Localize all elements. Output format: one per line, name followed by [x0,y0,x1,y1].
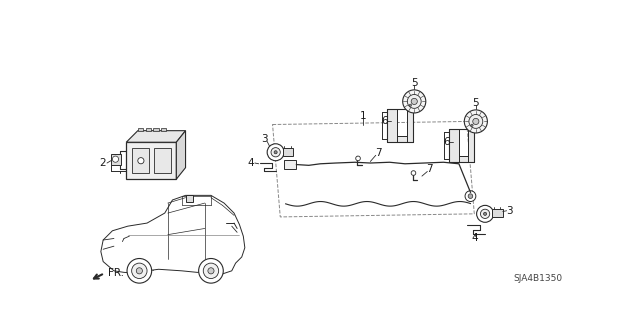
Circle shape [132,263,147,278]
Circle shape [204,263,219,278]
Text: 4: 4 [472,234,478,243]
Circle shape [356,156,360,161]
Circle shape [477,205,493,222]
Circle shape [484,212,486,215]
Circle shape [271,148,280,157]
Circle shape [198,258,223,283]
Text: 5: 5 [472,98,479,108]
Text: 7: 7 [375,148,381,158]
Polygon shape [406,109,413,142]
Polygon shape [176,131,186,179]
Circle shape [267,144,284,161]
Circle shape [481,209,490,219]
Polygon shape [101,195,245,275]
Bar [154,148,171,173]
Circle shape [468,194,473,198]
Circle shape [138,158,144,164]
Bar [186,195,193,202]
Polygon shape [468,129,474,162]
Bar [132,148,149,173]
Circle shape [136,268,143,274]
Text: 6: 6 [444,137,450,147]
Circle shape [403,90,426,113]
Polygon shape [126,131,186,142]
Text: 7: 7 [426,164,433,174]
Circle shape [411,98,417,105]
Bar [284,160,296,169]
Bar [111,154,121,165]
Text: 6: 6 [381,116,388,126]
Circle shape [471,124,473,126]
Bar [153,128,159,131]
Bar [283,148,293,156]
Circle shape [411,171,416,175]
Bar [492,209,503,217]
Polygon shape [387,109,397,142]
Polygon shape [387,136,413,142]
Circle shape [208,268,214,274]
Bar [126,142,176,179]
Circle shape [113,156,118,162]
Bar [138,128,143,131]
Circle shape [473,118,479,124]
Text: 1: 1 [360,111,367,121]
Text: SJA4B1350: SJA4B1350 [514,274,563,283]
Polygon shape [449,156,474,162]
Text: FR.: FR. [108,268,124,278]
Text: 5: 5 [411,78,417,88]
Circle shape [127,258,152,283]
Circle shape [465,191,476,202]
Circle shape [274,151,277,154]
Bar [145,128,151,131]
Bar [161,128,166,131]
Circle shape [409,104,412,107]
Text: 4: 4 [248,158,254,168]
Text: 3: 3 [262,134,268,144]
Text: 2: 2 [99,158,106,168]
Polygon shape [449,129,459,162]
Text: 3: 3 [506,206,513,216]
Circle shape [464,110,488,133]
Circle shape [469,115,483,128]
Polygon shape [273,122,474,217]
Circle shape [407,94,421,108]
